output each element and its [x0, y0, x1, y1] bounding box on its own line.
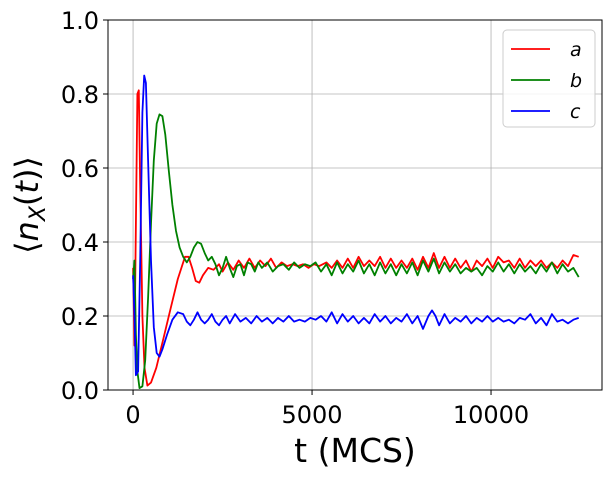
- y-axis-label-rest: (t)⟩: [8, 156, 46, 206]
- series-line-a: [132, 89, 579, 387]
- y-axis-label-n: n: [8, 221, 46, 241]
- x-tick-label: 10000: [453, 401, 529, 429]
- y-tick-label: 0.2: [61, 303, 99, 331]
- y-tick-label: 0.8: [61, 81, 99, 109]
- series-line-c: [132, 74, 579, 377]
- legend-label-b: b: [570, 70, 582, 92]
- legend: abc: [502, 29, 596, 128]
- x-axis-label: t (MCS): [294, 431, 416, 470]
- plot-frame: [107, 19, 603, 391]
- y-axis-label-subscript: X: [26, 205, 51, 222]
- y-tick-label: 0.6: [61, 155, 99, 183]
- x-tick-label: 0: [125, 401, 140, 429]
- axis-ticks: 0 5000 10000 0.0 0.2 0.4 0.6 0.8 1.0: [61, 7, 529, 429]
- y-tick-label: 0.0: [61, 377, 99, 405]
- legend-label-c: c: [570, 101, 581, 123]
- series-layer: [132, 74, 580, 389]
- y-axis-label: ⟨nX(t)⟩: [8, 156, 51, 254]
- y-axis-label-open: ⟨: [8, 241, 46, 253]
- y-tick-label: 1.0: [61, 7, 99, 35]
- x-tick-label: 5000: [282, 401, 343, 429]
- legend-box: [502, 29, 596, 128]
- legend-label-a: a: [570, 39, 582, 61]
- series-line-b: [132, 113, 580, 389]
- y-tick-label: 0.4: [61, 229, 99, 257]
